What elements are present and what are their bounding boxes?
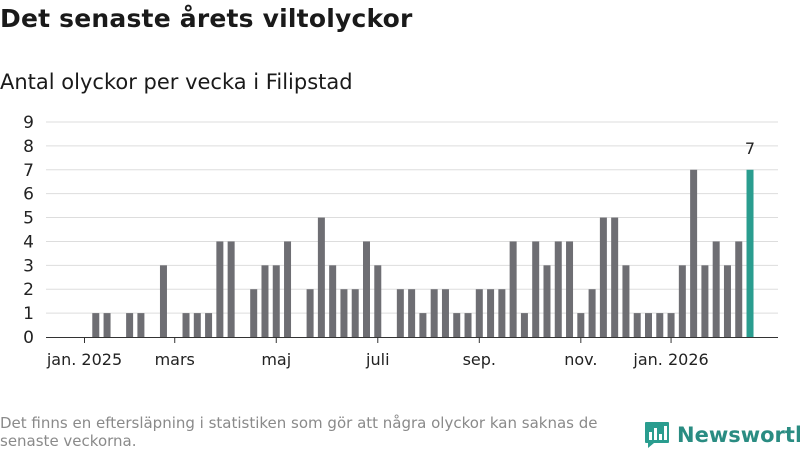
bar-highlight bbox=[746, 169, 754, 337]
bar bbox=[227, 241, 235, 337]
bar bbox=[126, 313, 134, 337]
y-tick-label: 7 bbox=[23, 161, 34, 181]
bar bbox=[701, 265, 709, 337]
bars bbox=[92, 169, 754, 337]
x-axis: jan. 2025 mars maj juli sep. nov. jan. 2026 bbox=[46, 337, 778, 369]
bar bbox=[182, 313, 190, 337]
bar bbox=[588, 289, 596, 337]
x-tick-label: jan. 2026 bbox=[632, 350, 708, 369]
bar bbox=[622, 265, 630, 337]
bar bbox=[611, 217, 619, 337]
y-tick-label: 0 bbox=[23, 328, 34, 348]
bar bbox=[453, 313, 461, 337]
bar bbox=[250, 289, 258, 337]
y-tick-label: 1 bbox=[23, 304, 34, 324]
x-tick-label: maj bbox=[261, 350, 291, 369]
bar bbox=[137, 313, 145, 337]
bar bbox=[441, 289, 449, 337]
bar bbox=[577, 313, 585, 337]
bar bbox=[205, 313, 213, 337]
y-tick-label: 9 bbox=[23, 113, 34, 133]
data-label: 7 bbox=[745, 139, 755, 158]
bar bbox=[723, 265, 731, 337]
y-tick-label: 2 bbox=[23, 280, 34, 300]
bar bbox=[261, 265, 269, 337]
bar bbox=[735, 241, 743, 337]
bar bbox=[554, 241, 562, 337]
bar bbox=[690, 169, 698, 337]
bar bbox=[306, 289, 314, 337]
y-tick-label: 3 bbox=[23, 256, 34, 276]
y-tick-label: 6 bbox=[23, 185, 34, 205]
x-tick-label: mars bbox=[155, 350, 195, 369]
bar bbox=[329, 265, 337, 337]
bar bbox=[678, 265, 686, 337]
bar bbox=[351, 289, 359, 337]
bar bbox=[645, 313, 652, 337]
bar bbox=[284, 241, 292, 337]
x-tick-label: jan. 2025 bbox=[46, 350, 122, 369]
y-tick-label: 4 bbox=[23, 232, 34, 252]
bar bbox=[498, 289, 506, 337]
bar bbox=[103, 313, 111, 337]
chart-title: Det senaste årets viltolyckor bbox=[0, 4, 413, 33]
bar bbox=[487, 289, 495, 337]
bar bbox=[599, 217, 607, 337]
bar bbox=[216, 241, 224, 337]
brand-name: Newsworthy bbox=[677, 423, 800, 447]
footnote: Det finns en eftersläpning i statistiken… bbox=[0, 414, 598, 450]
annotations: 7 bbox=[745, 139, 755, 158]
bar bbox=[520, 313, 528, 337]
x-tick-label: juli bbox=[365, 350, 389, 369]
bar bbox=[475, 289, 483, 337]
y-tick-label: 8 bbox=[23, 137, 34, 157]
bar bbox=[430, 289, 438, 337]
y-tick-label: 5 bbox=[23, 209, 34, 229]
bar bbox=[193, 313, 201, 337]
bar bbox=[159, 265, 167, 337]
bar bbox=[317, 217, 325, 337]
bar bbox=[667, 313, 675, 337]
bar bbox=[374, 265, 382, 337]
x-tick-label: nov. bbox=[564, 350, 597, 369]
bar bbox=[566, 241, 574, 337]
bar bbox=[419, 313, 427, 337]
bar bbox=[340, 289, 348, 337]
bar bbox=[272, 265, 280, 337]
bar bbox=[92, 313, 100, 337]
bar bbox=[464, 313, 472, 337]
chart-subtitle: Antal olyckor per vecka i Filipstad bbox=[0, 70, 353, 94]
bar bbox=[656, 313, 664, 337]
brand-logo: Newsworthy bbox=[644, 420, 800, 450]
bar bbox=[633, 313, 641, 337]
bar bbox=[363, 241, 370, 337]
bar-chart-speech-icon bbox=[645, 422, 669, 448]
bar bbox=[532, 241, 540, 337]
gridlines bbox=[46, 121, 778, 314]
y-axis-labels: 0 1 2 3 4 5 6 7 8 9 bbox=[23, 113, 34, 348]
x-tick-label: sep. bbox=[463, 350, 496, 369]
bar bbox=[712, 241, 720, 337]
bar bbox=[543, 265, 551, 337]
bar bbox=[509, 241, 517, 337]
bar bbox=[396, 289, 404, 337]
bar bbox=[408, 289, 416, 337]
